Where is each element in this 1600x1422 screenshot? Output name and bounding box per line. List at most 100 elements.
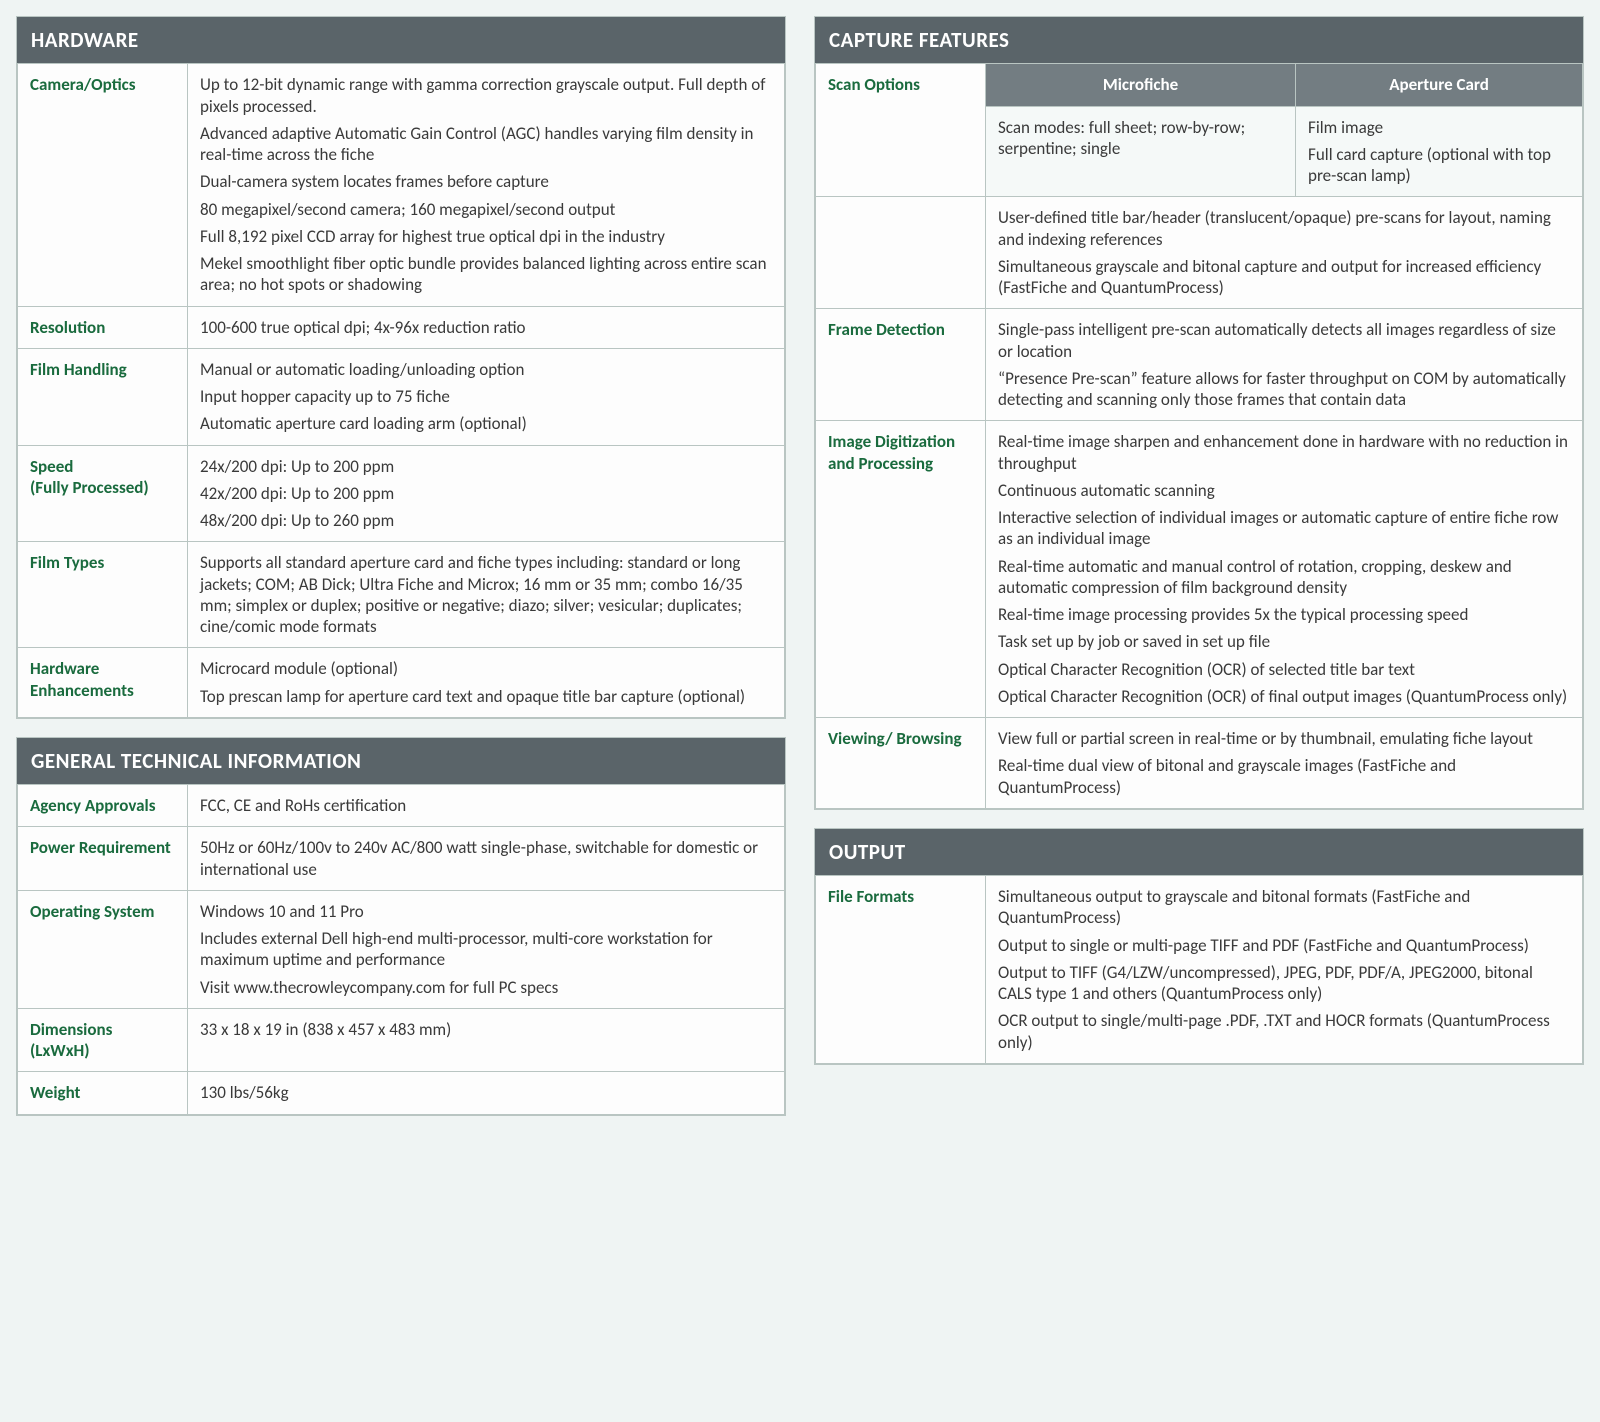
row-value: Simultaneous output to grayscale and bit… bbox=[986, 876, 1583, 1064]
scan-options-header-row: Scan Options Microfiche Aperture Card bbox=[816, 64, 1583, 106]
general-panel: GENERAL TECHNICAL INFORMATION Agency App… bbox=[16, 737, 786, 1116]
row-value: Microcard module (optional) Top prescan l… bbox=[188, 648, 785, 718]
general-table: Agency Approvals FCC, CE and RoHs certifi… bbox=[17, 784, 785, 1115]
row-value: Windows 10 and 11 Pro Includes external D… bbox=[188, 890, 785, 1008]
spec-line: Task set up by job or saved in set up fi… bbox=[998, 631, 1570, 652]
table-row: Frame Detection Single-pass intelligent p… bbox=[816, 309, 1583, 421]
scan-shared-row: User-defined title bar/header (transluce… bbox=[816, 197, 1583, 309]
spec-line: Real-time dual view of bitonal and grays… bbox=[998, 755, 1570, 798]
spec-line: 100-600 true optical dpi; 4x-96x reducti… bbox=[200, 317, 772, 338]
row-value: View full or partial screen in real-time… bbox=[986, 718, 1583, 809]
scan-shared-cell: User-defined title bar/header (transluce… bbox=[986, 197, 1583, 309]
spec-line: Simultaneous output to grayscale and bit… bbox=[998, 886, 1570, 929]
table-row: Power Requirement 50Hz or 60Hz/100v to 24… bbox=[18, 827, 785, 891]
spec-line: Automatic aperture card loading arm (opt… bbox=[200, 413, 772, 434]
table-row: Film TypesSupports all standard aperture… bbox=[18, 542, 785, 648]
spec-line: Advanced adaptive Automatic Gain Control… bbox=[200, 123, 772, 166]
spec-line: 48x/200 dpi: Up to 260 ppm bbox=[200, 510, 772, 531]
row-label: Speed (Fully Processed) bbox=[18, 445, 188, 542]
table-row: Agency Approvals FCC, CE and RoHs certifi… bbox=[18, 785, 785, 827]
spec-line: User-defined title bar/header (transluce… bbox=[998, 207, 1570, 250]
row-label: File Formats bbox=[816, 876, 986, 1064]
scan-aperture-cell: Film image Full card capture (optional wi… bbox=[1296, 106, 1583, 197]
output-title: OUTPUT bbox=[815, 829, 1583, 875]
scan-microfiche-cell: Scan modes: full sheet; row-by-row; serp… bbox=[986, 106, 1296, 197]
capture-title: CAPTURE FEATURES bbox=[815, 17, 1583, 63]
spec-line: Real-time image processing provides 5x t… bbox=[998, 604, 1570, 625]
spec-line: “Presence Pre-scan” feature allows for f… bbox=[998, 368, 1570, 411]
row-label: Viewing/ Browsing bbox=[816, 718, 986, 809]
left-column: HARDWARE Camera/OpticsUp to 12-bit dynam… bbox=[16, 16, 786, 1134]
row-label: Film Types bbox=[18, 542, 188, 648]
row-value: 130 lbs/56kg bbox=[188, 1072, 785, 1114]
spec-line: OCR output to single/multi-page .PDF, .T… bbox=[998, 1010, 1570, 1053]
spec-line: Optical Character Recognition (OCR) of s… bbox=[998, 659, 1570, 680]
spec-line: Visit www.thecrowleycompany.com for full… bbox=[200, 977, 772, 998]
spec-line: Real-time automatic and manual control o… bbox=[998, 556, 1570, 599]
row-value: FCC, CE and RoHs certification bbox=[188, 785, 785, 827]
spec-line: Continuous automatic scanning bbox=[998, 480, 1570, 501]
row-label: Agency Approvals bbox=[18, 785, 188, 827]
spec-line: Real-time image sharpen and enhancement … bbox=[998, 431, 1570, 474]
spec-line: Top prescan lamp for aperture card text … bbox=[200, 686, 772, 707]
spec-line: Includes external Dell high-end multi-pr… bbox=[200, 928, 772, 971]
row-value: Supports all standard aperture card and … bbox=[188, 542, 785, 648]
row-label: Power Requirement bbox=[18, 827, 188, 891]
row-label: Film Handling bbox=[18, 348, 188, 445]
table-row: Image Digitization and Processing Real-ti… bbox=[816, 421, 1583, 718]
spec-line: Full card capture (optional with top pre… bbox=[1308, 144, 1570, 187]
spec-line: Input hopper capacity up to 75 fiche bbox=[200, 386, 772, 407]
spec-line: Scan modes: full sheet; row-by-row; serp… bbox=[998, 117, 1283, 160]
spec-line: Output to single or multi-page TIFF and … bbox=[998, 935, 1570, 956]
spec-line: Interactive selection of individual imag… bbox=[998, 507, 1570, 550]
row-label: Weight bbox=[18, 1072, 188, 1114]
table-row: File Formats Simultaneous output to grays… bbox=[816, 876, 1583, 1064]
row-label: Resolution bbox=[18, 306, 188, 348]
row-value: Manual or automatic loading/unloading op… bbox=[188, 348, 785, 445]
spec-line: Up to 12-bit dynamic range with gamma co… bbox=[200, 74, 772, 117]
spec-line: 33 x 18 x 19 in (838 x 457 x 483 mm) bbox=[200, 1019, 772, 1040]
row-value: 24x/200 dpi: Up to 200 ppm 42x/200 dpi: U… bbox=[188, 445, 785, 542]
spec-line: Film image bbox=[1308, 117, 1570, 138]
spec-line: Windows 10 and 11 Pro bbox=[200, 901, 772, 922]
spec-line: Supports all standard aperture card and … bbox=[200, 552, 772, 637]
row-value: 100-600 true optical dpi; 4x-96x reducti… bbox=[188, 306, 785, 348]
row-label: Frame Detection bbox=[816, 309, 986, 421]
spec-line: 42x/200 dpi: Up to 200 ppm bbox=[200, 483, 772, 504]
spec-line: Single-pass intelligent pre-scan automat… bbox=[998, 319, 1570, 362]
row-label: Hardware Enhancements bbox=[18, 648, 188, 718]
output-panel: OUTPUT File Formats Simultaneous output t… bbox=[814, 828, 1584, 1065]
spec-line: Simultaneous grayscale and bitonal captu… bbox=[998, 256, 1570, 299]
spec-line: Mekel smoothlight fiber optic bundle pro… bbox=[200, 253, 772, 296]
spec-line: Full 8,192 pixel CCD array for highest t… bbox=[200, 226, 772, 247]
row-value: 50Hz or 60Hz/100v to 240v AC/800 watt si… bbox=[188, 827, 785, 891]
row-label: Dimensions (LxWxH) bbox=[18, 1008, 188, 1072]
spec-line: View full or partial screen in real-time… bbox=[998, 728, 1570, 749]
row-label: Image Digitization and Processing bbox=[816, 421, 986, 718]
spec-line: Manual or automatic loading/unloading op… bbox=[200, 359, 772, 380]
spec-line: FCC, CE and RoHs certification bbox=[200, 795, 772, 816]
spec-line: Output to TIFF (G4/LZW/uncompressed), JP… bbox=[998, 962, 1570, 1005]
row-value: Single-pass intelligent pre-scan automat… bbox=[986, 309, 1583, 421]
scan-shared-label bbox=[816, 197, 986, 309]
spec-line: 24x/200 dpi: Up to 200 ppm bbox=[200, 456, 772, 477]
table-row: Speed (Fully Processed)24x/200 dpi: Up t… bbox=[18, 445, 785, 542]
hardware-panel: HARDWARE Camera/OpticsUp to 12-bit dynam… bbox=[16, 16, 786, 719]
table-row: Resolution 100-600 true optical dpi; 4x-9… bbox=[18, 306, 785, 348]
spec-line: Dual-camera system locates frames before… bbox=[200, 171, 772, 192]
table-row: Viewing/ Browsing View full or partial sc… bbox=[816, 718, 1583, 809]
spec-line: 80 megapixel/second camera; 160 megapixe… bbox=[200, 199, 772, 220]
table-row: Camera/Optics Up to 12-bit dynamic range … bbox=[18, 64, 785, 306]
spec-sheet: HARDWARE Camera/OpticsUp to 12-bit dynam… bbox=[16, 16, 1584, 1134]
table-row: Dimensions (LxWxH) 33 x 18 x 19 in (838 x… bbox=[18, 1008, 785, 1072]
row-value: Real-time image sharpen and enhancement … bbox=[986, 421, 1583, 718]
row-label: Camera/Optics bbox=[18, 64, 188, 306]
row-value: 33 x 18 x 19 in (838 x 457 x 483 mm) bbox=[188, 1008, 785, 1072]
output-table: File Formats Simultaneous output to grays… bbox=[815, 875, 1583, 1064]
table-row: Operating System Windows 10 and 11 Pro Inc… bbox=[18, 890, 785, 1008]
spec-line: Optical Character Recognition (OCR) of f… bbox=[998, 686, 1570, 707]
table-row: Hardware EnhancementsMicrocard module (o… bbox=[18, 648, 785, 718]
row-label: Operating System bbox=[18, 890, 188, 1008]
spec-line: Microcard module (optional) bbox=[200, 658, 772, 679]
spec-line: 50Hz or 60Hz/100v to 240v AC/800 watt si… bbox=[200, 837, 772, 880]
